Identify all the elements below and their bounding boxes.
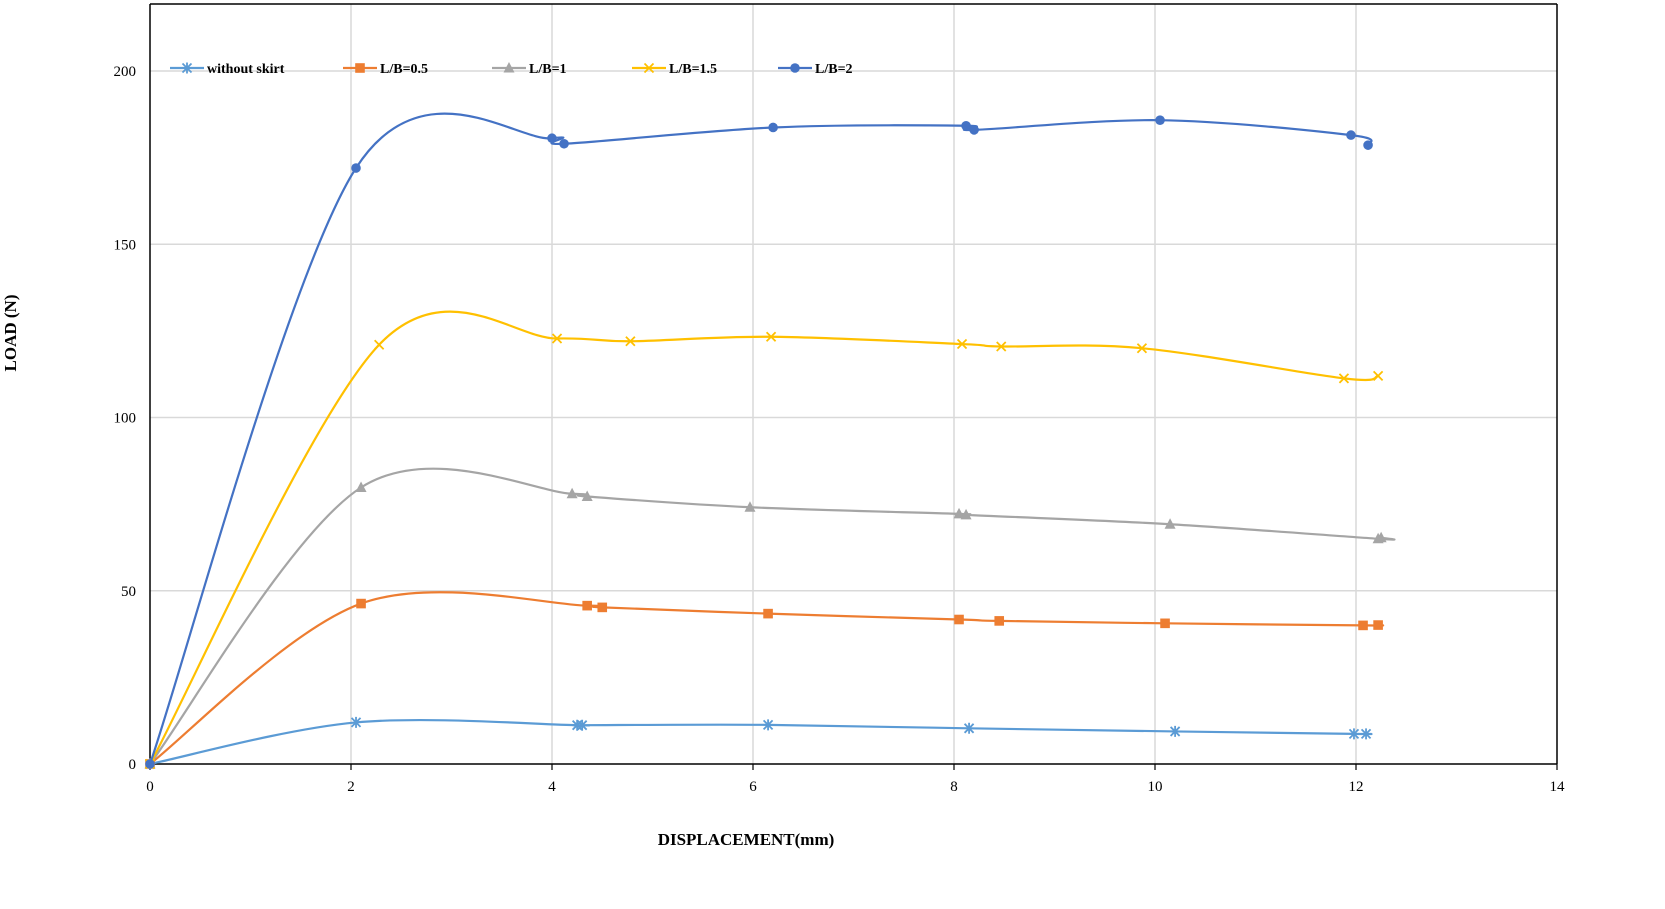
data-point — [551, 333, 563, 344]
series-2 — [145, 591, 1385, 769]
x-tick-label: 6 — [749, 779, 757, 795]
data-point — [961, 120, 971, 131]
y-tick-label: 100 — [114, 411, 137, 427]
x-axis-title: DISPLACEMENT(mm) — [658, 830, 835, 849]
data-point — [768, 122, 778, 133]
data-point — [1155, 115, 1165, 126]
data-point — [969, 125, 979, 135]
data-point — [1360, 728, 1372, 740]
legend-marker — [503, 62, 515, 73]
legend-entry: L/B=1.5 — [632, 62, 717, 77]
legend-entry: L/B=0.5 — [343, 62, 428, 77]
legend-entry: L/B=1 — [492, 62, 567, 77]
legend-marker — [643, 62, 655, 74]
data-point — [956, 338, 968, 350]
data-point — [1160, 618, 1170, 629]
x-tick-label: 14 — [1550, 779, 1566, 795]
data-point — [1372, 370, 1384, 382]
series-line — [149, 591, 1385, 765]
data-point — [577, 719, 588, 731]
data-point — [1136, 343, 1148, 354]
data-point — [996, 341, 1007, 352]
data-point — [145, 759, 155, 769]
series-line — [148, 112, 1373, 765]
data-point — [963, 722, 975, 734]
legend-label: L/B=1.5 — [669, 62, 717, 77]
series-line — [149, 467, 1396, 765]
data-point — [744, 501, 756, 512]
legend-marker — [355, 63, 365, 73]
data-point — [566, 487, 578, 499]
x-tick-label: 2 — [347, 779, 355, 795]
data-point — [762, 719, 774, 731]
data-point — [625, 336, 636, 347]
y-tick-label: 0 — [129, 757, 137, 773]
legend-entry: without skirt — [170, 62, 285, 77]
y-tick-label: 150 — [114, 237, 137, 253]
x-tick-label: 0 — [146, 779, 154, 795]
data-point — [547, 133, 557, 144]
data-point — [1169, 725, 1181, 737]
data-point — [1373, 620, 1383, 630]
data-point — [1346, 130, 1356, 140]
data-point — [994, 616, 1005, 626]
data-point — [559, 138, 569, 149]
data-point — [597, 602, 608, 613]
data-point — [1348, 728, 1360, 740]
series-1 — [144, 716, 1373, 770]
y-axis-title: LOAD (N) — [1, 295, 20, 372]
grid — [150, 4, 1557, 764]
data-point — [374, 339, 385, 350]
data-point — [581, 490, 593, 502]
data-point — [953, 507, 965, 519]
x-tick-label: 4 — [548, 779, 556, 795]
data-point — [954, 614, 964, 625]
legend-entry: L/B=2 — [778, 62, 853, 77]
x-tick-label: 12 — [1349, 779, 1364, 795]
series-line — [149, 718, 1373, 766]
tick-labels: 0 2 4 6 8 10 12 14 0 50 100 150 200 — [114, 64, 1566, 795]
x-tick-label: 8 — [950, 779, 958, 795]
legend-marker — [790, 63, 800, 73]
data-point — [1375, 531, 1387, 543]
data-point — [351, 163, 361, 173]
series-5 — [145, 112, 1373, 769]
legend-label: L/B=0.5 — [380, 62, 428, 77]
series-line — [149, 310, 1379, 765]
data-point — [1164, 518, 1176, 529]
data-point — [1363, 140, 1373, 150]
data-point — [350, 716, 362, 728]
series-4 — [144, 310, 1384, 770]
y-tick-label: 200 — [114, 64, 137, 80]
legend-marker — [181, 62, 193, 74]
data-point — [1338, 373, 1350, 384]
data-point — [355, 481, 367, 492]
series-layer — [144, 112, 1396, 770]
y-tick-label: 50 — [121, 584, 136, 600]
legend-label: without skirt — [207, 62, 285, 77]
data-point — [765, 331, 777, 342]
data-point — [763, 608, 773, 619]
series-3 — [144, 467, 1396, 769]
legend-label: L/B=2 — [815, 62, 853, 77]
data-point — [356, 598, 366, 609]
plot-frame — [149, 3, 1558, 770]
x-tick-label: 10 — [1148, 779, 1163, 795]
legend: without skirt L/B=0.5 L/B=1 L/B=1.5 L/B=2 — [170, 62, 853, 77]
legend-label: L/B=1 — [529, 62, 567, 77]
data-point — [582, 600, 592, 611]
data-point — [960, 508, 972, 520]
data-point — [1358, 620, 1368, 631]
